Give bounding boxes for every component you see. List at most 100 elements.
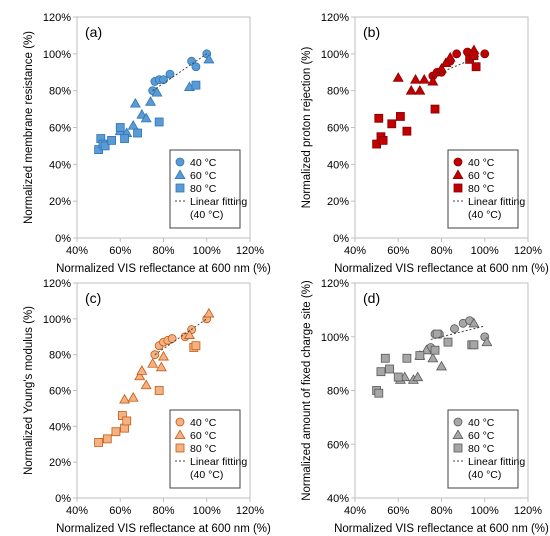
legend-label: 80 °C [468,183,495,195]
y-axis-label: Normalized Young's modulus (%) [23,306,35,475]
data-point [183,329,195,339]
data-point [129,97,141,108]
data-point [430,345,440,355]
y-tick-label: 100% [43,49,71,61]
data-point [415,351,425,360]
panel-label: (d) [363,290,380,306]
legend-label: 40 °C [190,157,217,169]
data-point [127,392,139,402]
data-point [402,353,412,363]
panel-label: (a) [85,24,102,40]
y-tick-label: 0% [333,233,349,245]
legend-label: (40 °C) [468,209,501,221]
data-point [115,123,125,132]
legend-marker [453,157,463,167]
legend-label: 60 °C [190,430,217,442]
data-point [159,75,168,85]
panel-label: (b) [363,24,380,40]
data-point [427,75,439,86]
fit-line [430,325,485,340]
data-point [412,371,424,382]
data-point [165,69,175,79]
y-tick-label: 40% [327,159,349,171]
y-tick-label: 20% [327,196,349,208]
y-tick-label: 60% [49,386,71,398]
legend-label: Linear fitting [190,456,247,468]
y-tick-label: 120% [321,278,349,290]
x-tick-label: 60% [387,245,409,257]
legend-label: (40 °C) [190,469,223,481]
y-tick-label: 40% [327,493,349,505]
y-tick-label: 120% [43,12,71,24]
y-tick-label: 120% [43,278,71,290]
data-point [133,128,142,138]
data-point [378,135,388,145]
y-tick-label: 60% [49,123,71,135]
legend-label: 40 °C [468,417,495,429]
chart-panel: 40% 60% 80% 100% 120% 0% 20% 40% 60% 80% 100% 120% N… [301,12,549,275]
data-point [405,85,417,95]
y-tick-label: 20% [49,196,71,208]
legend-label: Linear fitting [468,196,525,208]
data-point [140,112,152,123]
y-tick-label: 0% [55,493,71,505]
data-point [127,120,139,130]
panel-label: (c) [85,290,101,306]
x-tick-label: 120% [236,245,264,257]
y-tick-label: 80% [49,86,71,98]
x-tick-label: 80% [430,245,452,257]
legend-marker [174,429,186,440]
data-point [111,427,121,437]
legend-marker [453,443,463,453]
y-tick-label: 20% [49,457,71,469]
legend-marker [453,183,463,193]
chart-panel: 40% 60% 80% 100% 120% 0% 20% 40% 60% 80% 100% 120% N… [23,278,271,535]
data-point [136,365,148,375]
data-point [418,74,430,84]
x-tick-label: 120% [236,505,264,517]
data-point [100,141,110,151]
data-point [203,307,215,318]
data-point [380,353,390,363]
legend-label: 60 °C [468,430,495,442]
x-tick-label: 80% [152,245,174,257]
legend-label: 80 °C [190,183,217,195]
legend-label: Linear fitting [190,196,247,208]
y-tick-label: 40% [49,159,71,171]
data-point [102,434,112,444]
data-point [134,370,146,381]
y-tick-label: 100% [321,332,349,344]
y-tick-label: 60% [327,439,349,451]
x-tick-label: 60% [387,505,409,517]
legend-label: (40 °C) [468,469,501,481]
data-point [147,358,159,368]
data-point [374,113,384,123]
legend-marker [452,429,464,440]
y-tick-label: 0% [55,233,71,245]
x-tick-label: 60% [109,505,131,517]
x-tick-label: 120% [514,505,542,517]
x-axis-label: Normalized VIS reflectance at 600 nm (%) [56,263,271,275]
data-point [414,85,426,95]
data-point [385,364,395,374]
data-point [444,51,456,62]
data-point [432,329,442,339]
y-tick-label: 80% [327,386,349,398]
legend-marker [174,169,186,180]
legend-marker [452,169,464,180]
y-tick-label: 80% [327,86,349,98]
fit-line [154,318,208,356]
legend-marker [175,157,185,167]
data-point [450,324,459,334]
x-tick-label: 100% [193,245,221,257]
data-point [191,80,201,90]
data-point [376,367,386,377]
data-point [427,352,439,363]
data-point [436,360,447,371]
data-point [94,438,104,447]
data-point [154,386,164,395]
x-tick-label: 120% [514,245,542,257]
legend-label: 40 °C [468,157,495,169]
data-point [396,112,405,121]
